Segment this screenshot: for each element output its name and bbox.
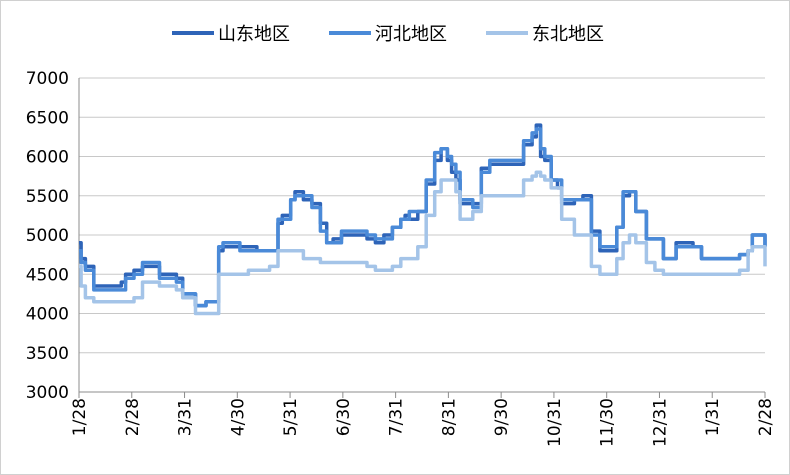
x-tick-label: 4/30 bbox=[228, 398, 248, 436]
y-tick-label: 3000 bbox=[26, 383, 69, 403]
y-tick-label: 6000 bbox=[26, 148, 69, 168]
axes: 3000 3500 4000 4500 5000 5500 6000 6500 7000 1/28… bbox=[26, 69, 776, 447]
series-line-3 bbox=[79, 170, 767, 316]
legend: 山东地区 河北地区 东北地区 bbox=[172, 24, 604, 45]
x-tick-label: 3/31 bbox=[176, 398, 196, 436]
y-tick-label: 5000 bbox=[26, 226, 69, 246]
legend-label-3: 东北地区 bbox=[532, 24, 604, 45]
legend-label-1: 山东地区 bbox=[218, 24, 290, 45]
y-tick-label: 6500 bbox=[26, 108, 69, 128]
y-tick-label: 7000 bbox=[26, 69, 69, 89]
y-tick-label: 4500 bbox=[26, 265, 69, 285]
series-line-1 bbox=[79, 123, 767, 308]
y-tick-label: 5500 bbox=[26, 187, 69, 207]
gridlines bbox=[79, 77, 765, 393]
x-tick-label: 2/28 bbox=[756, 398, 776, 436]
y-tick-label: 3500 bbox=[26, 344, 69, 364]
series-line-2 bbox=[79, 127, 767, 308]
x-tick-label: 1/31 bbox=[703, 398, 723, 436]
series-lines bbox=[79, 123, 767, 316]
x-tick-label: 1/28 bbox=[70, 398, 90, 436]
legend-label-2: 河北地区 bbox=[375, 24, 447, 45]
y-tick-label: 4000 bbox=[26, 305, 69, 325]
x-tick-label: 8/31 bbox=[439, 398, 459, 436]
x-tick-label: 11/30 bbox=[598, 398, 618, 447]
x-tick-label: 5/31 bbox=[281, 398, 301, 436]
x-tick-label: 9/30 bbox=[492, 398, 512, 436]
x-tick-label: 2/28 bbox=[123, 398, 143, 436]
x-tick-label: 7/31 bbox=[387, 398, 407, 436]
x-tick-label: 10/31 bbox=[545, 398, 565, 447]
x-tick-label: 6/30 bbox=[334, 398, 354, 436]
x-tick-label: 12/31 bbox=[650, 398, 670, 447]
